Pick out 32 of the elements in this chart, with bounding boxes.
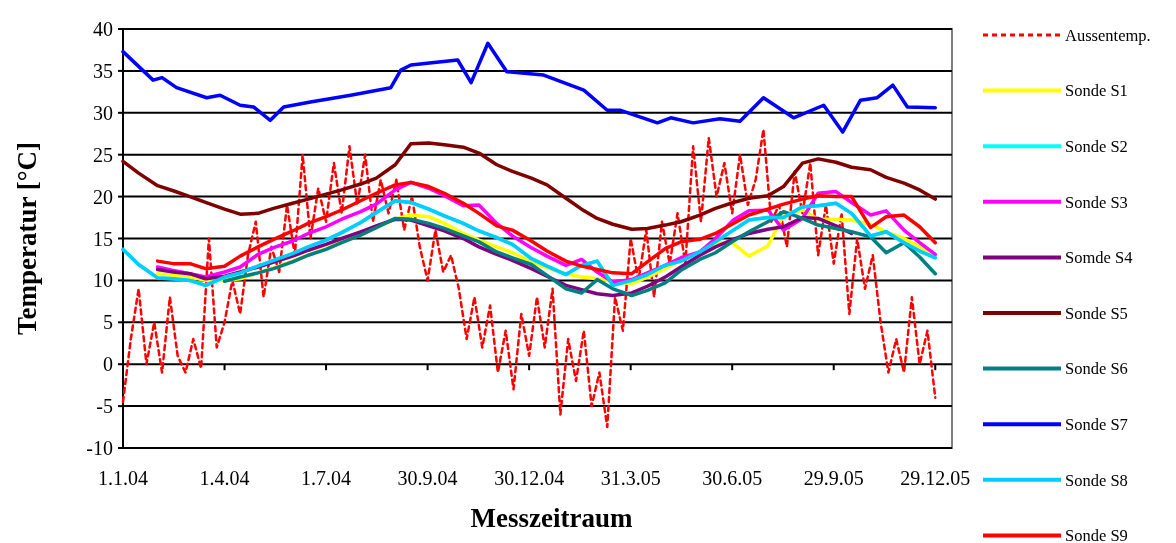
y-tick-label: 20 xyxy=(93,185,113,208)
x-tick-label: 30.6.05 xyxy=(702,467,763,489)
legend-label: Sonde S1 xyxy=(1065,81,1128,101)
legend-label: Somde S4 xyxy=(1065,248,1133,268)
x-axis-title: Messzeitraum xyxy=(470,503,633,533)
y-tick-label: 25 xyxy=(93,143,113,166)
x-tick-label: 1.7.04 xyxy=(301,467,352,489)
y-tick-label: -5 xyxy=(96,395,113,418)
legend-label: Aussentemp. xyxy=(1065,25,1151,45)
y-tick-label: -10 xyxy=(86,437,113,459)
y-tick-label: 0 xyxy=(103,353,113,376)
legend-label: Sonde S3 xyxy=(1065,192,1128,212)
legend-label: Sonde S7 xyxy=(1065,414,1128,434)
y-tick-label: 10 xyxy=(93,269,113,292)
x-tick-label: 1.4.04 xyxy=(199,467,250,489)
x-tick-label: 30.12.04 xyxy=(494,467,565,489)
y-tick-label: 40 xyxy=(93,18,113,40)
x-tick-label: 29.9.05 xyxy=(803,467,864,489)
x-tick-label: 30.9.04 xyxy=(397,467,458,489)
x-tick-label: 29.12.05 xyxy=(900,467,971,489)
x-tick-label: 31.3.05 xyxy=(600,467,661,489)
y-tick-label: 35 xyxy=(93,59,113,82)
x-tick-label: 1.1.04 xyxy=(98,467,148,489)
legend-label: Sonde S9 xyxy=(1065,526,1128,543)
legend-label: Sonde S2 xyxy=(1065,136,1128,156)
y-axis-title: Temperatur [°C] xyxy=(12,141,42,336)
legend-label: Sonde S8 xyxy=(1065,470,1128,490)
y-tick-label: 30 xyxy=(93,101,113,124)
legend-label: Sonde S6 xyxy=(1065,359,1128,379)
y-tick-label: 15 xyxy=(93,227,113,250)
legend-label: Sonde S5 xyxy=(1065,303,1128,323)
y-tick-label: 5 xyxy=(103,311,113,334)
